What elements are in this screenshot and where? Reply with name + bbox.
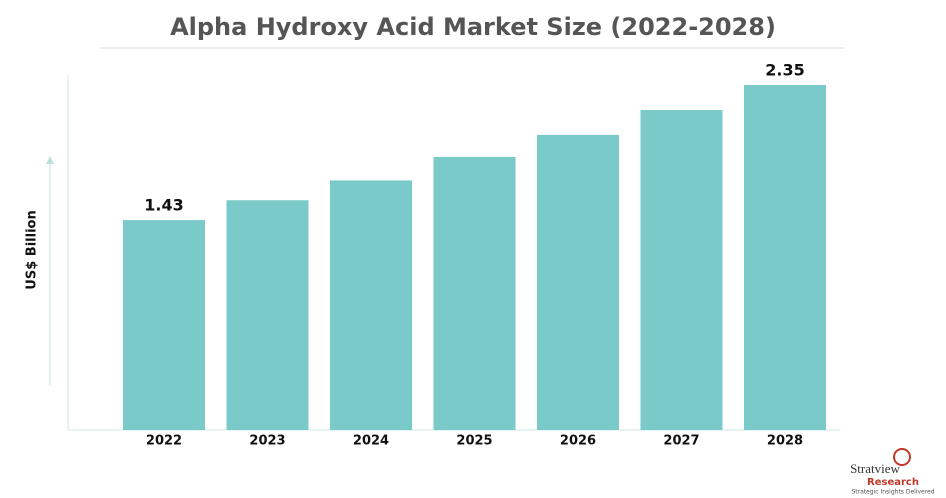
chart-title: Alpha Hydroxy Acid Market Size (2022-202… bbox=[170, 13, 776, 41]
y-arrow-head bbox=[46, 156, 54, 164]
x-tick-label: 2025 bbox=[456, 434, 492, 449]
bar bbox=[537, 134, 619, 430]
x-tick-label: 2023 bbox=[249, 434, 285, 449]
logo-name: Stratview bbox=[850, 461, 900, 476]
x-tick-label: 2024 bbox=[353, 434, 389, 449]
x-tick-label: 2022 bbox=[146, 434, 182, 449]
y-axis-label: US$ Billion bbox=[25, 210, 40, 289]
bar bbox=[330, 180, 412, 430]
logo-icon bbox=[893, 448, 911, 466]
x-tick-label: 2028 bbox=[767, 434, 803, 449]
logo: Stratview Research Strategic Insights De… bbox=[850, 448, 935, 496]
data-label: 2.35 bbox=[765, 61, 804, 80]
logo-sub: Research bbox=[867, 477, 919, 488]
x-tick-label: 2027 bbox=[663, 434, 699, 449]
bar bbox=[226, 200, 309, 430]
logo-tagline: Strategic Insights Delivered bbox=[851, 489, 934, 496]
bar bbox=[433, 156, 516, 430]
bar bbox=[640, 109, 723, 430]
bar bbox=[123, 220, 205, 430]
bar bbox=[744, 85, 826, 431]
data-label: 1.43 bbox=[144, 196, 183, 215]
x-tick-label: 2026 bbox=[560, 434, 596, 449]
